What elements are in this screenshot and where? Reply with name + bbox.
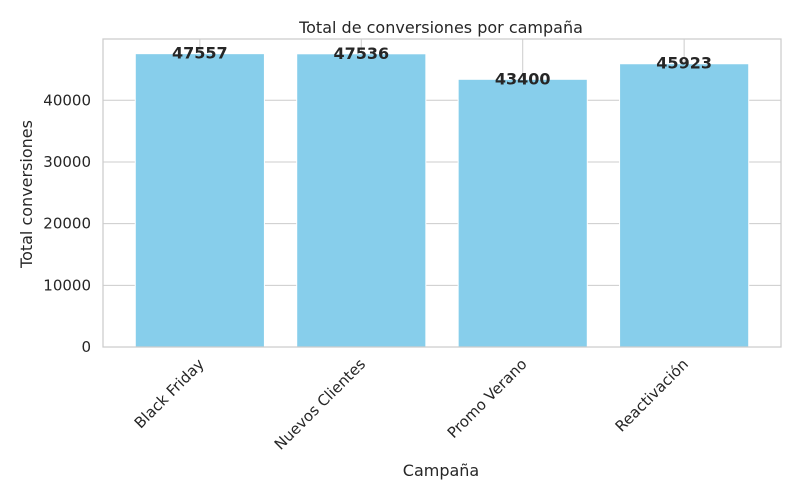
x-tick-label: Nuevos Clientes: [271, 355, 369, 453]
x-tick-label: Black Friday: [131, 355, 208, 432]
y-axis-title: Total conversiones: [17, 120, 36, 269]
bar-promo-verano: [457, 78, 588, 348]
bar-value-label: 43400: [495, 69, 551, 88]
bar-value-label: 45923: [656, 54, 712, 73]
y-tick-label: 30000: [43, 153, 91, 171]
y-tick-label: 0: [81, 338, 91, 356]
bars-layer: [134, 53, 750, 348]
y-tick-label: 40000: [43, 91, 91, 109]
data-labels-layer: 47557 47536 43400 45923: [172, 44, 712, 89]
x-tick-label: Reactivación: [612, 355, 692, 435]
bar-value-label: 47536: [333, 44, 389, 63]
x-tick-label: Promo Verano: [444, 355, 531, 442]
chart-title: Total de conversiones por campaña: [298, 18, 583, 37]
bar-value-label: 47557: [172, 44, 228, 63]
x-axis-title: Campaña: [403, 461, 479, 480]
bar-nuevos-clientes: [296, 53, 427, 348]
plot-frame: [102, 38, 782, 348]
y-axis-ticks: 0 10000 20000 30000 40000: [43, 91, 91, 356]
y-tick-label: 20000: [43, 215, 91, 233]
bar-black-friday: [134, 53, 265, 348]
x-axis-ticks: Black Friday Nuevos Clientes Promo Verano R…: [131, 355, 692, 453]
bar-reactivaci-n: [619, 63, 750, 348]
y-tick-label: 10000: [43, 276, 91, 294]
